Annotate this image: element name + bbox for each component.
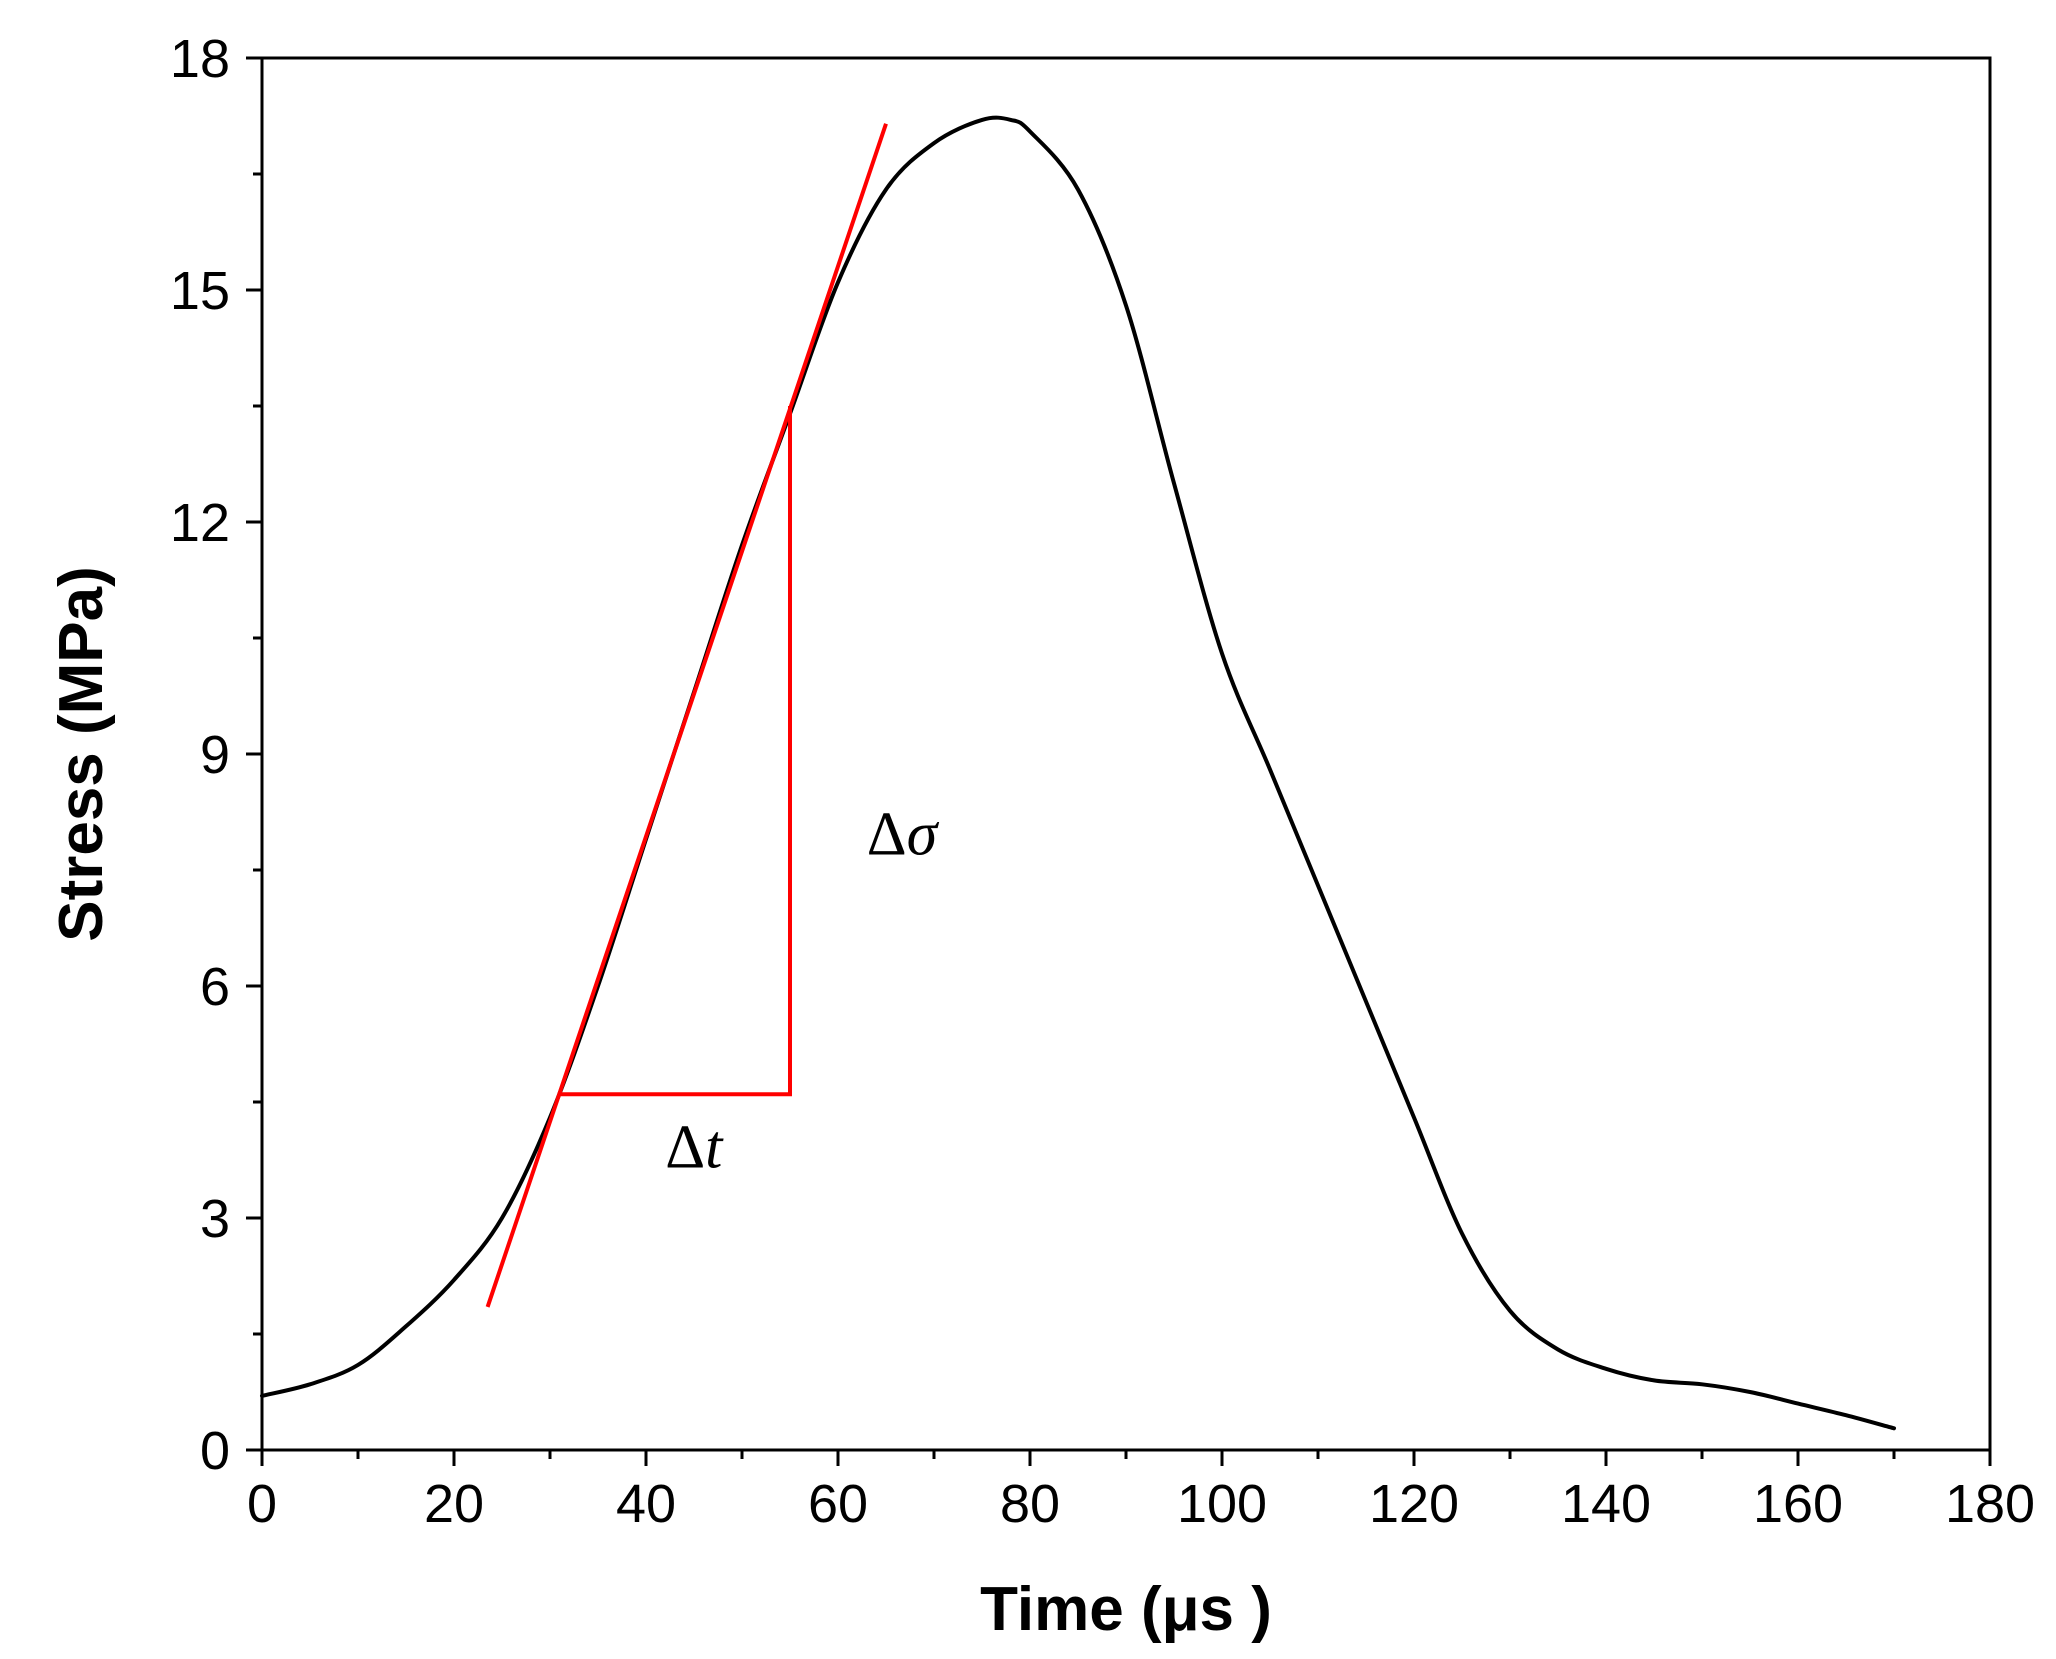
series-layer [260,115,1896,1431]
annotation-layer: Δσ Δt [665,801,939,1182]
x-tick-label: 80 [1000,1474,1060,1534]
x-tick-label: 160 [1753,1474,1843,1534]
y-axis-ticks: 0 3 6 9 12 15 18 [170,29,262,1481]
y-tick-label: 15 [170,261,230,321]
plot-border [260,56,1992,1452]
y-tick-label: 3 [200,1189,230,1249]
x-axis-ticks: 0 20 40 60 80 100 120 140 160 180 [247,1450,2035,1534]
tangent-overlay [485,123,888,1308]
y-tick-label: 9 [200,725,230,785]
x-tick-label: 20 [424,1474,484,1534]
y-tick-label: 18 [170,29,230,89]
series-line-stress [260,115,1896,1431]
y-tick-label: 12 [170,493,230,553]
x-tick-label: 140 [1561,1474,1651,1534]
x-tick-label: 40 [616,1474,676,1534]
y-tick-label: 0 [200,1421,230,1481]
y-axis-title: Stress (MPa) [47,566,116,942]
x-tick-label: 0 [247,1474,277,1534]
x-tick-label: 180 [1945,1474,2035,1534]
annotation-delta-t: Δt [665,1114,724,1182]
annotation-delta-sigma: Δσ [867,801,940,869]
plot-frame [260,56,1992,1452]
x-tick-label: 60 [808,1474,868,1534]
x-tick-label: 120 [1369,1474,1459,1534]
slope-triangle [559,406,792,1097]
x-tick-label: 100 [1177,1474,1267,1534]
tangent-line [485,123,888,1308]
y-tick-label: 6 [200,957,230,1017]
x-axis-title: Time (μs ) [980,1575,1272,1644]
